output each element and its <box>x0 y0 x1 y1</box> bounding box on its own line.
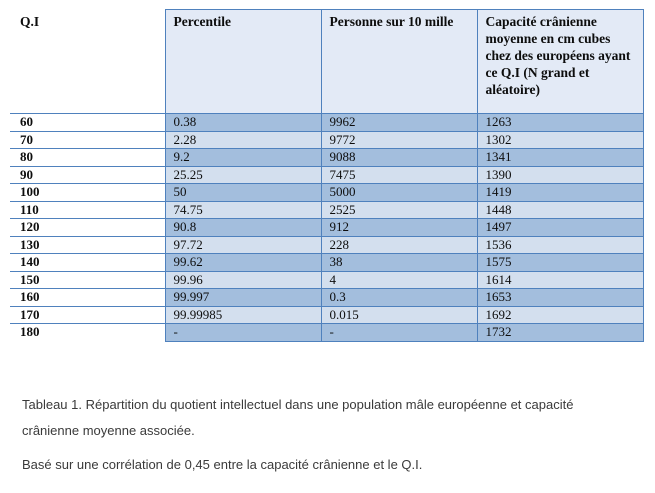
table-row: 70 2.28 9772 1302 <box>10 130 644 149</box>
table-row: 90 25.25 7475 1390 <box>10 165 644 184</box>
data-cell: 0.3 <box>320 288 478 307</box>
data-cell: 7475 <box>320 165 478 184</box>
qi-value-cell: 150 <box>10 271 166 289</box>
data-cell: 90.8 <box>164 218 322 237</box>
qi-value-cell: 160 <box>10 288 166 307</box>
data-cell: 99.997 <box>164 288 322 307</box>
data-cell: 97.72 <box>164 235 322 254</box>
data-cell: 9088 <box>320 148 478 167</box>
table-header-row: Q.I Percentile Personne sur 10 mille Cap… <box>10 9 644 114</box>
header-cranial-capacity: Capacité crânienne moyenne en cm cubes c… <box>476 9 644 114</box>
data-cell: 1536 <box>476 235 644 254</box>
qi-value-cell: 60 <box>10 113 166 132</box>
table-row: 180- -1732 <box>10 323 644 342</box>
data-cell: 1341 <box>476 148 644 167</box>
data-cell: 1692 <box>476 305 644 324</box>
qi-value-cell: 110 <box>10 201 166 219</box>
data-cell: 1497 <box>476 218 644 237</box>
data-cell: 50 <box>164 183 322 202</box>
data-cell: 1448 <box>476 200 644 219</box>
qi-value-cell: 70 <box>10 131 166 149</box>
table-caption: Tableau 1. Répartition du quotient intel… <box>22 397 574 438</box>
header-per-10k: Personne sur 10 mille <box>320 9 478 114</box>
data-cell: 9962 <box>320 113 478 132</box>
data-cell: 0.015 <box>320 305 478 324</box>
data-cell: 1653 <box>476 288 644 307</box>
table-row: 110 74.75 2525 1448 <box>10 200 644 219</box>
data-cell: 9.2 <box>164 148 322 167</box>
table-row: 170 99.99985 0.015 1692 <box>10 305 644 324</box>
qi-value-cell: 100 <box>10 183 166 202</box>
table-row: 130 97.72 228 1536 <box>10 235 644 254</box>
table-row: 150 99.96 4 1614 <box>10 270 644 289</box>
data-cell: 74.75 <box>164 200 322 219</box>
table-row: 60 0.38 9962 1263 <box>10 113 644 132</box>
qi-value-cell: 130 <box>10 236 166 254</box>
data-cell: - <box>164 323 322 342</box>
data-cell: 99.99985 <box>164 305 322 324</box>
iq-distribution-table: Q.I Percentile Personne sur 10 mille Cap… <box>10 9 644 342</box>
data-cell: 912 <box>320 218 478 237</box>
qi-value-cell: 90 <box>10 166 166 184</box>
data-cell: 1614 <box>476 270 644 289</box>
data-cell: 2.28 <box>164 130 322 149</box>
table-row: 160 99.997 0.3 1653 <box>10 288 644 307</box>
data-cell: 1390 <box>476 165 644 184</box>
header-percentile: Percentile <box>164 9 322 114</box>
data-cell: 5000 <box>320 183 478 202</box>
data-cell: 38 <box>320 253 478 272</box>
qi-value-cell: 180 <box>10 323 166 341</box>
data-cell: 9772 <box>320 130 478 149</box>
data-cell: 1419 <box>476 183 644 202</box>
data-cell: 1302 <box>476 130 644 149</box>
table-row: 140 99.62 38 1575 <box>10 253 644 272</box>
table-row: 120 90.8 912 1497 <box>10 218 644 237</box>
data-cell: 1732 <box>476 323 644 342</box>
data-cell: - <box>320 323 478 342</box>
data-cell: 2525 <box>320 200 478 219</box>
table-row: 80 9.2 9088 1341 <box>10 148 644 167</box>
data-cell: 99.62 <box>164 253 322 272</box>
header-qi: Q.I <box>10 9 165 114</box>
data-cell: 1575 <box>476 253 644 272</box>
correlation-note: Basé sur une corrélation de 0,45 entre l… <box>22 457 423 472</box>
qi-value-cell: 170 <box>10 306 166 324</box>
table-row: 100 50 5000 1419 <box>10 183 644 202</box>
qi-value-cell: 80 <box>10 148 166 167</box>
data-cell: 4 <box>320 270 478 289</box>
data-cell: 0.38 <box>164 113 322 132</box>
data-cell: 99.96 <box>164 270 322 289</box>
data-cell: 228 <box>320 235 478 254</box>
data-cell: 25.25 <box>164 165 322 184</box>
qi-value-cell: 120 <box>10 218 166 237</box>
qi-value-cell: 140 <box>10 253 166 272</box>
data-cell: 1263 <box>476 113 644 132</box>
